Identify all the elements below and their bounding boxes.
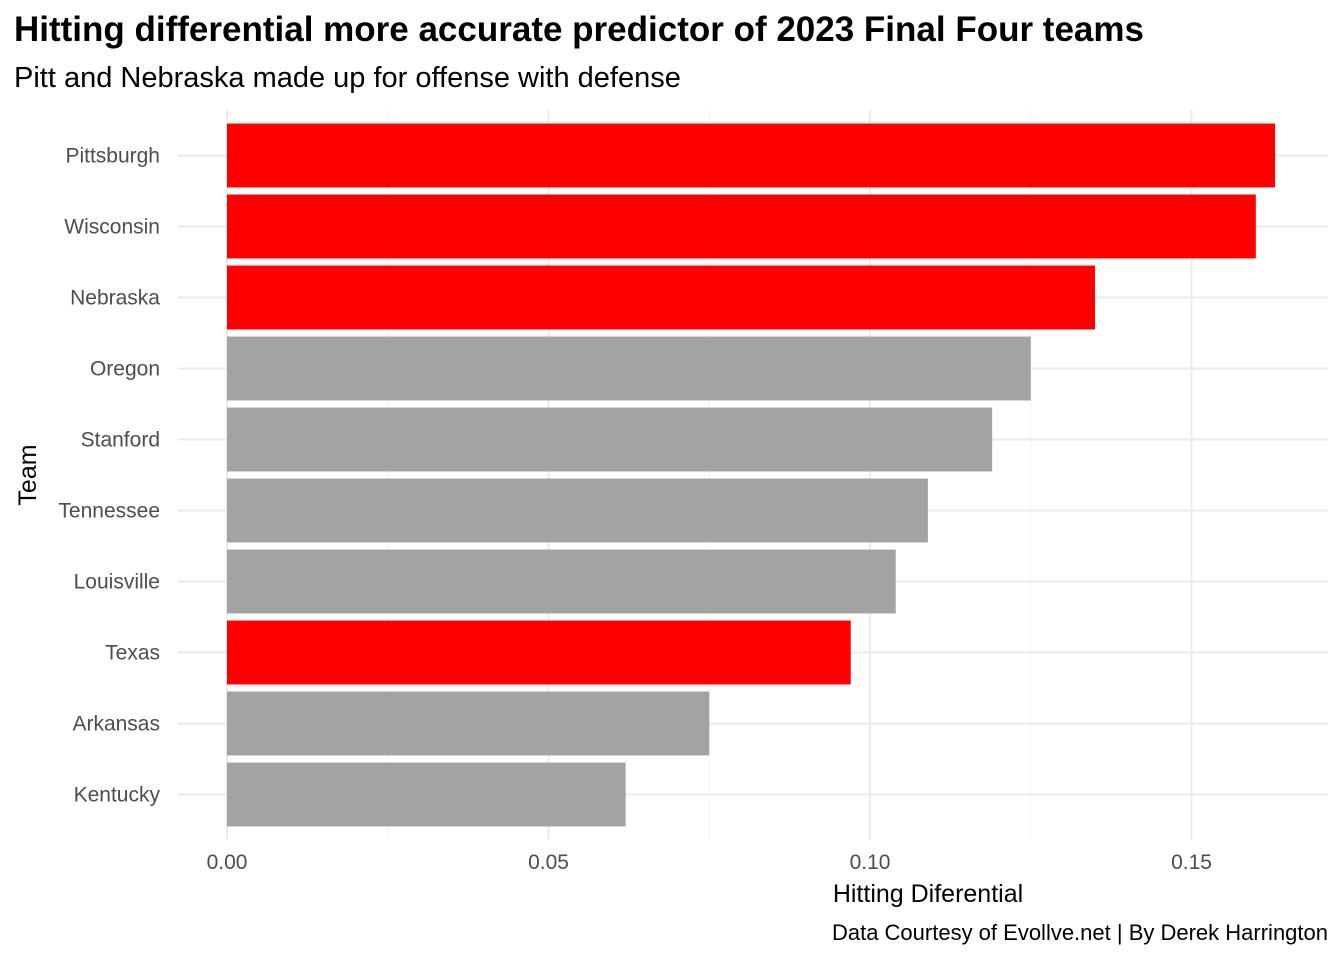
bar-wisconsin (227, 194, 1256, 259)
bar-texas (227, 620, 851, 685)
y-tick-label: Kentucky (74, 784, 161, 807)
bar-louisville (227, 549, 896, 614)
y-tick-labels: Pittsburgh Wisconsin Nebraska Oregon Stanfor… (58, 145, 160, 807)
y-tick-label: Wisconsin (64, 216, 160, 239)
y-tick-label: Oregon (90, 358, 160, 381)
y-tick-label: Arkansas (72, 713, 160, 736)
bar-kentucky (227, 762, 626, 827)
bar-nebraska (227, 265, 1096, 330)
bar-pittsburgh (227, 123, 1276, 188)
y-tick-label: Pittsburgh (65, 145, 160, 168)
y-tick-label: Stanford (81, 429, 160, 452)
x-axis-title: Hitting Diferential (833, 880, 1023, 908)
bar-stanford (227, 407, 993, 472)
bar-arkansas (227, 691, 710, 756)
y-tick-label: Tennessee (58, 500, 160, 523)
x-tick-label: 0.10 (850, 851, 891, 874)
chart-caption: Data Courtesy of Evollve.net | By Derek … (831, 920, 1328, 945)
chart-title: Hitting differential more accurate predi… (14, 10, 1144, 49)
y-axis-title: Team (14, 444, 42, 505)
y-tick-label: Louisville (74, 571, 160, 594)
bar-tennessee (227, 478, 928, 543)
y-tick-label: Texas (105, 642, 160, 665)
y-tick-label: Nebraska (70, 287, 160, 310)
x-tick-label: 0.05 (528, 851, 569, 874)
x-tick-label: 0.00 (207, 851, 248, 874)
bar-oregon (227, 336, 1031, 401)
x-tick-labels: 0.00 0.05 0.10 0.15 (207, 851, 1212, 874)
bars (227, 123, 1276, 827)
chart-subtitle: Pitt and Nebraska made up for offense wi… (14, 62, 681, 94)
x-tick-label: 0.15 (1171, 851, 1212, 874)
